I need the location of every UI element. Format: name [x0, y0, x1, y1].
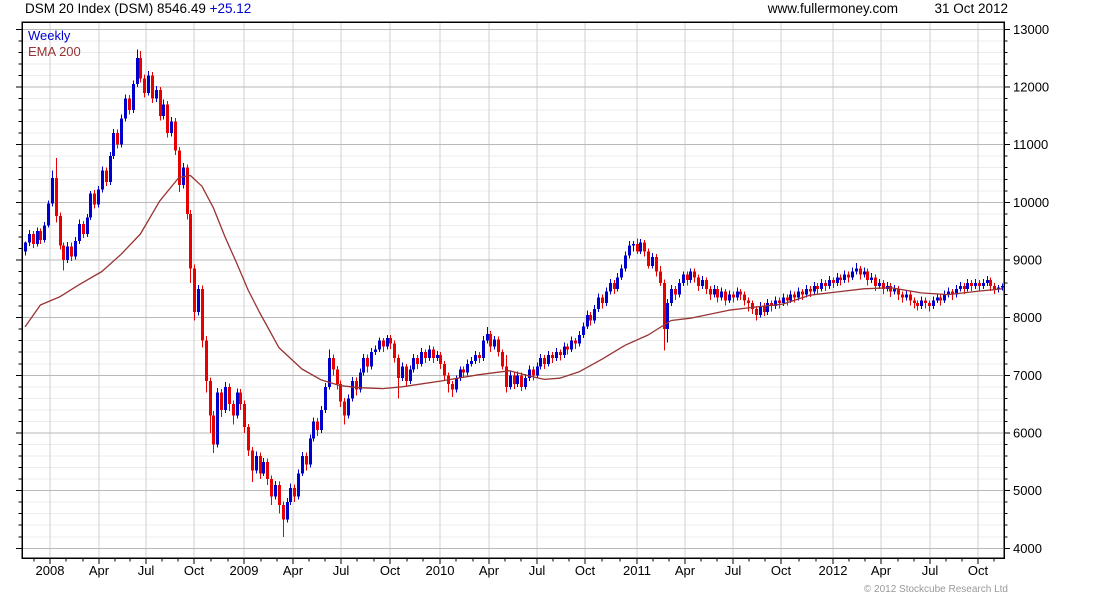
svg-text:Apr: Apr — [479, 563, 500, 578]
legend-timeframe: Weekly — [28, 28, 71, 43]
svg-text:Apr: Apr — [283, 563, 304, 578]
svg-text:5000: 5000 — [1013, 483, 1042, 498]
svg-text:2010: 2010 — [426, 563, 455, 578]
svg-text:Oct: Oct — [575, 563, 596, 578]
svg-text:8000: 8000 — [1013, 310, 1042, 325]
svg-text:Oct: Oct — [184, 563, 205, 578]
chart-date: 31 Oct 2012 — [934, 1, 1008, 16]
svg-text:7000: 7000 — [1013, 368, 1042, 383]
svg-text:Jul: Jul — [333, 563, 350, 578]
svg-text:13000: 13000 — [1013, 22, 1049, 37]
instrument-name-and-price: DSM 20 Index (DSM) 8546.49 — [25, 1, 210, 16]
svg-text:Jul: Jul — [529, 563, 546, 578]
svg-text:Jul: Jul — [138, 563, 155, 578]
svg-text:2009: 2009 — [230, 563, 259, 578]
svg-text:4000: 4000 — [1013, 541, 1042, 556]
svg-text:2011: 2011 — [623, 563, 651, 578]
chart-title: DSM 20 Index (DSM) 8546.49 +25.12 — [25, 1, 251, 16]
legend-ema: EMA 200 — [28, 44, 81, 59]
svg-text:Oct: Oct — [380, 563, 401, 578]
svg-text:Jul: Jul — [922, 563, 939, 578]
svg-text:Oct: Oct — [968, 563, 989, 578]
svg-text:Oct: Oct — [771, 563, 792, 578]
website-label: www.fullermoney.com — [767, 1, 898, 16]
svg-text:Apr: Apr — [871, 563, 892, 578]
svg-text:Apr: Apr — [89, 563, 110, 578]
svg-text:10000: 10000 — [1013, 195, 1049, 210]
svg-text:6000: 6000 — [1013, 425, 1042, 440]
svg-text:12000: 12000 — [1013, 79, 1049, 94]
svg-text:2012: 2012 — [819, 563, 848, 578]
svg-text:9000: 9000 — [1013, 252, 1042, 267]
svg-text:Apr: Apr — [675, 563, 696, 578]
copyright-notice: © 2012 Stockcube Research Ltd — [863, 584, 1008, 595]
price-change: +25.12 — [209, 1, 252, 16]
legend: Weekly EMA 200 — [28, 28, 81, 60]
svg-text:Jul: Jul — [725, 563, 742, 578]
svg-text:11000: 11000 — [1013, 137, 1048, 152]
svg-text:2008: 2008 — [36, 563, 65, 578]
